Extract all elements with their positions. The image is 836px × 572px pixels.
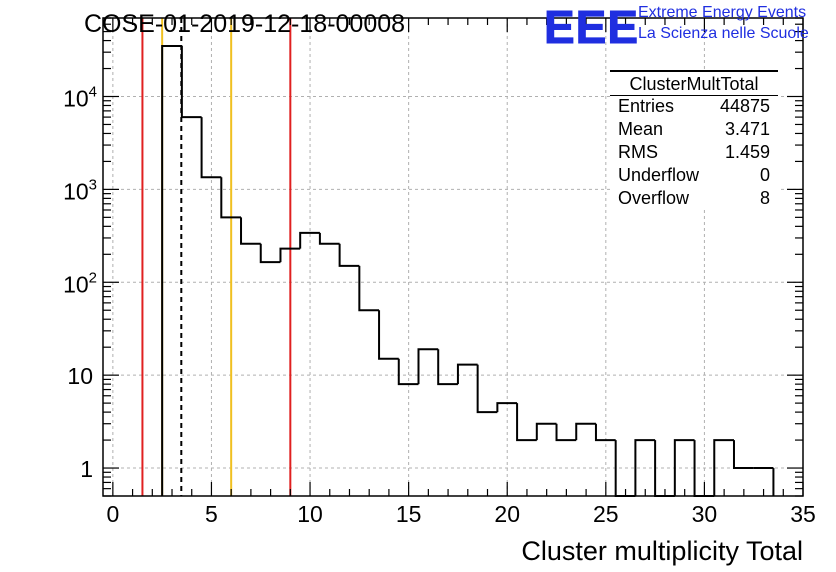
stat-value: 1.459 bbox=[724, 142, 770, 162]
histogram-bin bbox=[220, 177, 242, 219]
x-tick-label: 5 bbox=[205, 501, 218, 527]
stat-entries: Entries 44875 bbox=[618, 96, 770, 118]
axis-ticks bbox=[103, 17, 804, 497]
x-tick-label: 35 bbox=[790, 501, 816, 527]
stat-mean: Mean 3.471 bbox=[618, 119, 770, 141]
histogram-bin bbox=[575, 422, 596, 441]
stat-value: 3.471 bbox=[724, 119, 770, 139]
x-tick-label: 15 bbox=[396, 501, 422, 527]
histogram-bin bbox=[318, 232, 340, 245]
stat-underflow: Underflow 0 bbox=[618, 165, 770, 187]
histogram-bin bbox=[240, 217, 261, 245]
eee-logo: EEE Extreme Energy Events La Scienza nel… bbox=[543, 1, 834, 54]
histogram-bin bbox=[378, 310, 399, 360]
histogram-bin bbox=[358, 265, 380, 312]
histogram-bin bbox=[654, 440, 675, 497]
stat-value: 8 bbox=[759, 188, 770, 208]
y-tick-label: 104 bbox=[63, 83, 97, 111]
plot-title: COSE-01-2019-12-18-00008 bbox=[84, 10, 406, 38]
plot-frame-rect bbox=[102, 17, 804, 497]
marker-lines bbox=[141, 18, 292, 496]
x-tick-label: 25 bbox=[593, 501, 619, 527]
histogram-bin bbox=[180, 45, 202, 119]
histogram-bin bbox=[713, 439, 734, 496]
y-tick-label: 103 bbox=[63, 176, 97, 204]
logo-line-2: La Scienza nelle Scuole bbox=[638, 25, 809, 42]
histogram-bin bbox=[397, 358, 419, 386]
stats-box: ClusterMultTotal Entries 44875 Mean 3.47… bbox=[610, 70, 778, 210]
logo-mark: EEE bbox=[543, 1, 640, 54]
stat-overflow: Overflow 8 bbox=[618, 188, 770, 210]
histogram-bin bbox=[634, 439, 656, 496]
x-tick-label: 20 bbox=[494, 501, 520, 527]
histogram-bin bbox=[417, 348, 439, 385]
histogram-bin bbox=[496, 402, 518, 413]
y-tick-label: 102 bbox=[63, 269, 97, 297]
histogram-bin bbox=[732, 440, 754, 470]
stat-label: Entries bbox=[618, 96, 675, 116]
plot-frame bbox=[102, 17, 804, 497]
histogram-bin bbox=[161, 44, 182, 496]
histogram-bin bbox=[200, 117, 222, 179]
x-tick-label: 10 bbox=[297, 501, 323, 527]
stats-title: ClusterMultTotal bbox=[629, 74, 759, 94]
histogram-bin bbox=[259, 243, 281, 264]
histogram-bin bbox=[456, 363, 478, 385]
y-tick-label: 10 bbox=[67, 363, 93, 389]
stat-value: 44875 bbox=[719, 96, 770, 116]
stat-label: Mean bbox=[618, 119, 664, 139]
stats-separator bbox=[610, 95, 778, 96]
histogram-bin bbox=[673, 439, 695, 496]
histogram-bin bbox=[437, 349, 458, 386]
histogram-bin bbox=[279, 247, 301, 263]
x-tick-label: 0 bbox=[106, 501, 119, 527]
histogram-bin bbox=[516, 403, 537, 442]
stat-label: Underflow bbox=[618, 165, 700, 185]
stat-rms: RMS 1.459 bbox=[618, 142, 770, 164]
x-axis-title: Cluster multiplicity Total bbox=[521, 536, 803, 566]
histogram-bin bbox=[555, 423, 577, 442]
stat-label: Overflow bbox=[618, 188, 690, 208]
histogram-bin bbox=[338, 243, 360, 267]
histogram-bin bbox=[476, 364, 498, 414]
stat-label: RMS bbox=[618, 142, 658, 162]
axis-labels: 0 5 10 15 20 25 30 35 1 10 102 103 104 Cluster multip… bbox=[63, 83, 816, 566]
histogram-bin bbox=[299, 231, 320, 249]
histogram-bin bbox=[594, 423, 616, 442]
y-tick-label: 1 bbox=[80, 456, 93, 482]
logo-line-1: Extreme Energy Events bbox=[638, 4, 807, 21]
histogram-bin bbox=[535, 422, 557, 441]
stat-value: 0 bbox=[759, 165, 770, 185]
x-tick-label: 30 bbox=[692, 501, 718, 527]
